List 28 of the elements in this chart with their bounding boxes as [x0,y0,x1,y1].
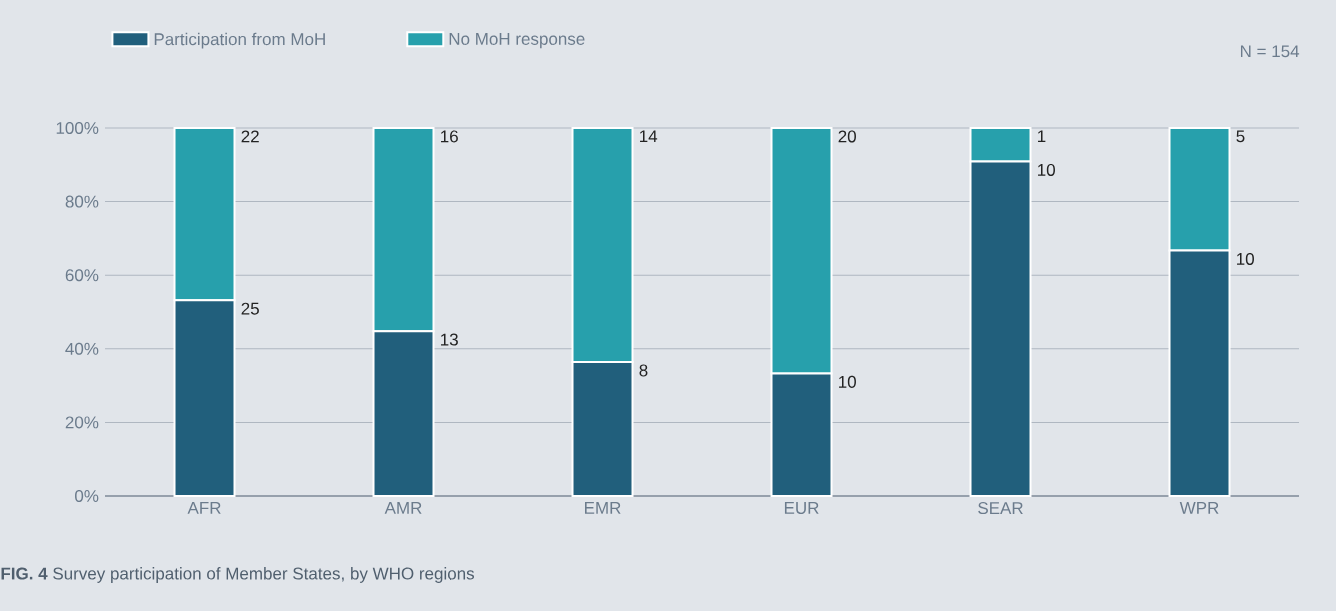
annotation: 10 [1237,252,1254,265]
x-tick-label: AFR [187,502,221,514]
legend-label: Participation from MoH [154,32,325,49]
y-tick-label: 40% [65,342,99,355]
text: N = 154 [1240,45,1300,58]
annotation: 10 [839,375,856,388]
y-tick-label: 80% [65,195,99,208]
y-tick-label: 0% [75,489,99,503]
x-tick-label: WPR [1179,502,1219,514]
y-tick-label: 100% [56,121,99,135]
annotation: 16 [441,130,458,143]
legend-label: No MoH response [449,33,585,49]
x-tick-label: EMR [585,502,621,514]
annotation: 22 [241,130,259,143]
x-tick-label: EUR [784,502,819,514]
annotation: 13 [441,333,458,346]
annotation: 8 [639,364,648,377]
x-tick-label: AMR [384,502,422,514]
annotation: 5 [1236,130,1245,143]
y-tick-label: 20% [65,416,99,429]
annotation: 1 [1038,130,1046,143]
annotation: 20 [838,130,856,143]
annotation: 14 [640,130,658,143]
y-tick-label: 60% [65,269,99,282]
text: FIG. 4 Survey participation of Member States, by WHO regions [1,567,475,583]
annotation: 10 [1038,163,1055,176]
annotation: 25 [241,302,259,315]
x-tick-label: SEAR [978,502,1023,515]
